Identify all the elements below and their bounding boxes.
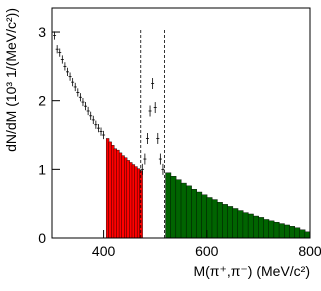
histogram-bin bbox=[258, 217, 265, 239]
x-tick-label: 600 bbox=[195, 243, 219, 259]
histogram-bin bbox=[196, 191, 203, 239]
plot-frame bbox=[51, 7, 311, 239]
y-tick-label: 3 bbox=[38, 24, 46, 40]
histogram-bin bbox=[299, 229, 306, 239]
histogram-bin bbox=[268, 220, 275, 239]
histogram-bin bbox=[216, 202, 223, 239]
histogram-bin bbox=[222, 204, 228, 239]
y-tick-label: 2 bbox=[38, 93, 46, 109]
y-axis-label: dN/dM (10³ 1/(MeV/c²)) bbox=[3, 8, 19, 152]
histogram-bin bbox=[139, 170, 143, 239]
histogram-bin bbox=[180, 182, 187, 239]
x-axis-label: M(π⁺,π⁻) (MeV/c²) bbox=[193, 263, 310, 279]
y-tick-label: 0 bbox=[38, 230, 46, 246]
histogram-bin bbox=[294, 227, 301, 239]
histogram-bin bbox=[175, 179, 182, 239]
histogram-bin bbox=[273, 222, 280, 239]
histogram-bin bbox=[284, 224, 290, 239]
histogram-bin bbox=[191, 189, 197, 239]
histogram-bin bbox=[237, 210, 244, 239]
histogram-bin bbox=[247, 213, 254, 239]
histogram-bin bbox=[289, 226, 296, 239]
x-tick-label: 800 bbox=[298, 243, 321, 259]
histogram-bin bbox=[201, 194, 208, 239]
histogram-bin bbox=[263, 219, 270, 239]
histogram-bin bbox=[206, 197, 213, 239]
x-tick-label: 400 bbox=[92, 243, 116, 259]
histogram-bin bbox=[227, 206, 234, 239]
histogram-bin bbox=[170, 176, 177, 239]
histogram-bin bbox=[211, 199, 218, 239]
histogram-bin bbox=[304, 231, 311, 239]
histogram-bin bbox=[165, 172, 172, 239]
histogram-bin bbox=[278, 223, 285, 239]
histogram-bin bbox=[253, 215, 259, 239]
histogram-bin bbox=[242, 212, 249, 239]
histogram-bin bbox=[232, 208, 239, 239]
y-tick-label: 1 bbox=[38, 161, 46, 177]
histogram-bin bbox=[185, 185, 192, 239]
